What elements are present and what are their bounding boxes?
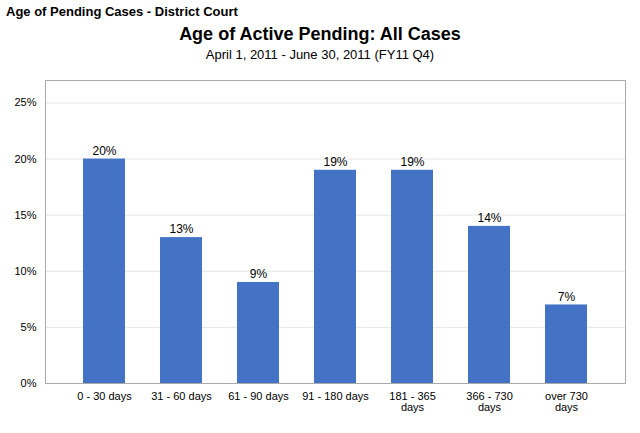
svg-text:25%: 25%: [14, 96, 36, 108]
svg-text:5%: 5%: [21, 321, 37, 333]
svg-text:9%: 9%: [250, 267, 268, 281]
svg-text:15%: 15%: [14, 209, 36, 221]
svg-text:19%: 19%: [400, 155, 424, 169]
svg-text:0 - 30 days: 0 - 30 days: [77, 390, 132, 402]
svg-text:181 - 365days: 181 - 365days: [389, 390, 435, 413]
svg-text:10%: 10%: [14, 265, 36, 277]
svg-text:20%: 20%: [92, 144, 116, 158]
svg-text:14%: 14%: [477, 211, 501, 225]
svg-text:91 - 180 days: 91 - 180 days: [302, 390, 369, 402]
svg-text:7%: 7%: [558, 290, 576, 304]
svg-text:over 730days: over 730days: [545, 390, 588, 413]
html-text:Age of Pending Cases - Distric: Age of Pending Cases - District Court: [6, 4, 238, 19]
svg-text:19%: 19%: [323, 155, 347, 169]
svg-text:31 - 60 days: 31 - 60 days: [151, 390, 212, 402]
html-text:April 1, 2011 - June 30, 2011: April 1, 2011 - June 30, 2011 (FY11 Q4): [205, 47, 435, 62]
svg-text:0%: 0%: [21, 377, 37, 389]
svg-text:61 - 90 days: 61 - 90 days: [228, 390, 289, 402]
html-text:Age of Active Pending: All Cas: Age of Active Pending: All Cases: [179, 24, 461, 44]
svg-text:20%: 20%: [14, 153, 36, 165]
svg-text:366 - 730days: 366 - 730days: [466, 390, 512, 413]
svg-text:13%: 13%: [169, 222, 193, 236]
